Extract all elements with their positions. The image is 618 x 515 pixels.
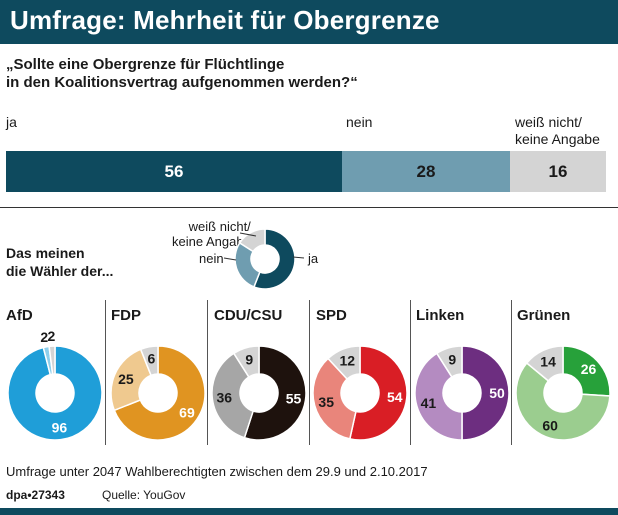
donut-fdp-slice-ja <box>113 345 206 441</box>
donut-grnen-label-nein: 60 <box>542 418 558 434</box>
legend-leader-line <box>223 257 237 261</box>
donut-spd-slice-nein <box>312 357 357 440</box>
donut-spd-slice-ja <box>348 345 408 441</box>
donut-fdp-label-nein: 25 <box>118 371 134 387</box>
donut-grnen-slice-ja <box>562 345 611 397</box>
donut-linken-slice-weiss <box>435 345 463 378</box>
header-bar: Umfrage: Mehrheit für Obergrenze <box>0 0 618 44</box>
donut-spd-label-ja: 54 <box>387 389 403 405</box>
donut-spd-label-nein: 35 <box>318 394 334 410</box>
column-separator <box>410 300 411 445</box>
donut-grnen-label-ja: 26 <box>581 361 597 377</box>
donut-cducsu-label-weiss: 9 <box>245 351 253 367</box>
donut-afd-label-nein: 2 <box>40 329 48 345</box>
party-name-cdu: CDU/CSU <box>214 307 283 324</box>
donut-grnen-label-weiss: 14 <box>540 353 556 369</box>
donut-cducsu-label-nein: 36 <box>216 389 232 405</box>
donut-afd-slice-weiss <box>48 345 56 375</box>
donut-afd-label-weiss: 2 <box>48 328 56 344</box>
donut-spd-label-weiss: 12 <box>339 352 355 368</box>
donut-linken-label-nein: 41 <box>421 395 437 411</box>
donut-fdp-label-ja: 69 <box>179 405 195 421</box>
donut-cducsu-slice-weiss <box>232 345 260 378</box>
party-name-fdp: FDP <box>111 307 141 324</box>
donut-grnen-slice-weiss <box>525 345 564 382</box>
legend-label-nein: nein <box>199 251 224 266</box>
bar-value-nein: 28 <box>416 161 436 181</box>
bar-value-weiss: 16 <box>548 161 568 181</box>
party-name-gruene: Grünen <box>517 307 571 324</box>
survey-note: Umfrage unter 2047 Wahlberechtigten zwis… <box>6 464 428 479</box>
legend-label-ja: ja <box>308 251 319 266</box>
question-line-1: „Sollte eine Obergrenze für Flüchtlinge <box>6 56 285 73</box>
page-title: Umfrage: Mehrheit für Obergrenze <box>10 5 440 35</box>
agency-credit: dpa•27343 <box>6 488 65 502</box>
legend-donut-slice-ja <box>252 228 296 290</box>
source-label: Quelle: YouGov <box>102 488 186 502</box>
donut-linken-label-weiss: 9 <box>448 351 456 367</box>
donut-afd-label-ja: 96 <box>52 420 68 436</box>
legend-label-weiss: weiß nicht/ keine Angabe <box>172 219 251 249</box>
bar-segment-weiss: 16 <box>510 151 606 192</box>
survey-question: „Sollte eine Obergrenze für Flüchtlinge … <box>6 56 426 92</box>
donut-fdp-slice-weiss <box>139 345 159 377</box>
legend-title: Das meinen die Wähler der... <box>6 245 114 279</box>
column-separator <box>309 300 310 445</box>
section-divider <box>0 207 618 208</box>
donut-afd-slice-ja <box>7 345 103 441</box>
legend-donut-slice-weiss <box>238 228 266 253</box>
donut-cducsu-slice-ja <box>243 345 307 441</box>
bar-label-nein: nein <box>346 114 373 130</box>
legend-donut-slice-nein <box>234 241 261 288</box>
column-separator <box>105 300 106 445</box>
bar-value-ja: 56 <box>164 161 184 181</box>
bar-segment-nein: 28 <box>342 151 510 192</box>
donut-spd-slice-weiss <box>327 345 361 381</box>
party-name-linke: Linken <box>416 307 465 324</box>
donut-cducsu-slice-nein <box>211 352 255 439</box>
legend-leader-line <box>292 256 305 259</box>
donut-fdp-label-weiss: 6 <box>148 351 156 367</box>
donut-grnen-slice-nein <box>515 361 611 441</box>
party-name-afd: AfD <box>6 307 33 324</box>
footer-bar <box>0 508 618 515</box>
question-line-2: in den Koalitionsvertrag aufgenommen wer… <box>6 74 358 91</box>
bar-segment-ja: 56 <box>6 151 342 192</box>
column-separator <box>207 300 208 445</box>
donut-linken-slice-ja <box>461 345 510 441</box>
bar-label-ja: ja <box>6 114 17 130</box>
party-name-spd: SPD <box>316 307 347 324</box>
column-separator <box>511 300 512 445</box>
donut-cducsu-label-ja: 55 <box>286 390 302 406</box>
bar-label-weiss: weiß nicht/ keine Angabe <box>515 114 600 147</box>
donut-linken-label-ja: 50 <box>489 385 505 401</box>
legend-leader-line <box>239 232 257 237</box>
